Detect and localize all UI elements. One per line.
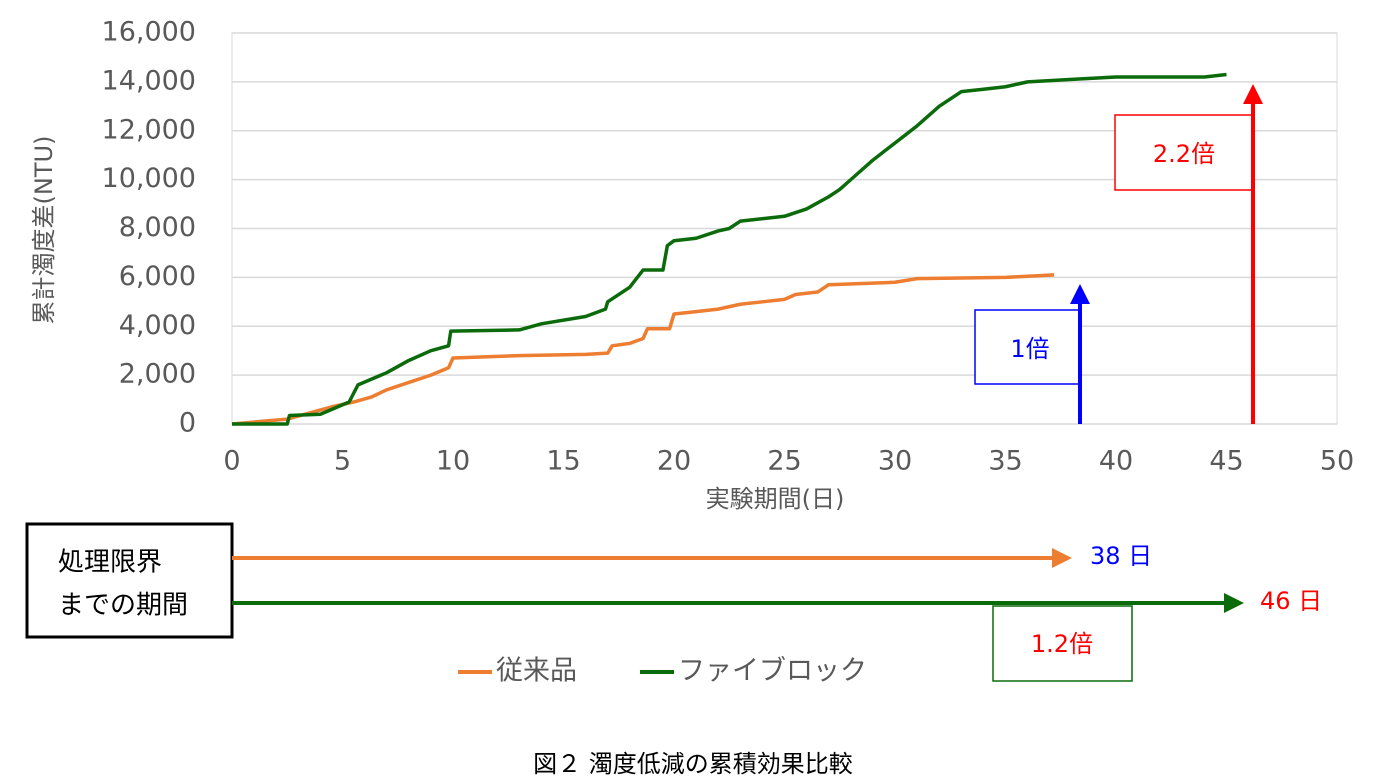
x-tick-label: 25 (767, 446, 801, 477)
annotation-box (1114, 114, 1254, 191)
x-tick-label: 10 (436, 446, 470, 477)
days-label: 46 日 (1260, 587, 1322, 615)
legend-label: ファイブロック (678, 656, 867, 687)
y-tick-label: 8,000 (119, 212, 196, 243)
y-tick-label: 2,000 (119, 359, 196, 390)
y-tick-label: 16,000 (102, 17, 196, 48)
y-axis-label: 累計濁度差(NTU) (30, 136, 58, 325)
period-box (25, 522, 234, 639)
days-label: 38 日 (1090, 542, 1152, 570)
x-tick-label: 15 (546, 446, 580, 477)
y-tick-label: 10,000 (102, 163, 196, 194)
x-axis-label: 実験期間(日) (706, 485, 845, 513)
annotation-box (974, 309, 1081, 385)
period-label: 処理限界 (58, 548, 162, 578)
y-tick-label: 0 (179, 408, 196, 439)
annotation: 2.2倍 (1153, 140, 1215, 168)
series-line (232, 72, 1227, 426)
x-tick-label: 40 (1099, 446, 1133, 477)
annotation: 1倍 (1010, 335, 1049, 363)
caption: 図２ 濁度低減の累積効果比較 (533, 750, 853, 778)
series-line (231, 273, 1055, 426)
x-tick-label: 45 (1209, 446, 1243, 477)
x-tick-label: 35 (988, 446, 1022, 477)
y-tick-label: 14,000 (102, 65, 196, 96)
x-tick-label: 20 (657, 446, 691, 477)
y-tick-label: 4,000 (119, 310, 196, 341)
y-tick-label: 12,000 (102, 114, 196, 145)
legend-label: 従来品 (496, 656, 577, 687)
annotation-box (992, 605, 1133, 682)
plot-area: 0 2,000 4,000 6,000 8,000 10,000 12,000 14,000 1… (102, 17, 1355, 477)
annotation: 1.2倍 (1031, 630, 1093, 658)
y-tick-label: 6,000 (119, 261, 196, 292)
legend: 従来品 ファイブロック (458, 656, 867, 687)
x-tick-label: 0 (223, 446, 240, 477)
period-label: までの期間 (58, 591, 188, 621)
x-tick-label: 50 (1320, 446, 1354, 477)
x-tick-label: 30 (878, 446, 912, 477)
x-tick-label: 5 (334, 446, 351, 477)
